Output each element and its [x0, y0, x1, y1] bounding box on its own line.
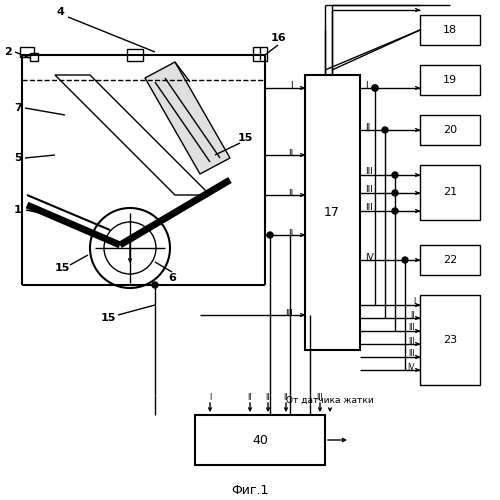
Text: 20: 20 [443, 125, 457, 135]
Text: I: I [365, 80, 368, 90]
Text: III: III [285, 308, 293, 318]
Text: 2: 2 [4, 47, 12, 57]
Text: 17: 17 [324, 206, 340, 218]
Text: 22: 22 [443, 255, 457, 265]
Text: 21: 21 [443, 187, 457, 197]
Text: IV: IV [408, 362, 415, 372]
Text: II: II [288, 148, 293, 158]
Bar [195, 415, 325, 465]
Text: 4: 4 [56, 7, 64, 17]
Text: 16: 16 [270, 33, 286, 43]
Text: Фиг.1: Фиг.1 [232, 484, 268, 496]
Text: II: II [288, 228, 293, 237]
Text: 15: 15 [238, 133, 252, 143]
Text: От датчика жатки: От датчика жатки [286, 396, 374, 404]
Circle shape [267, 232, 273, 238]
Bar [420, 65, 480, 95]
Text: 40: 40 [252, 434, 268, 446]
Text: II: II [288, 188, 293, 198]
Text: 15: 15 [54, 263, 70, 273]
Text: III: III [408, 350, 415, 358]
Text: 1: 1 [14, 205, 22, 215]
Circle shape [382, 127, 388, 133]
Bar [20, 47, 34, 57]
Bar [420, 245, 480, 275]
Bar [420, 165, 480, 220]
Circle shape [152, 282, 158, 288]
Circle shape [372, 85, 378, 91]
Polygon shape [55, 75, 210, 195]
Text: III: III [365, 186, 373, 194]
Text: 6: 6 [168, 273, 176, 283]
Text: IV: IV [365, 252, 374, 262]
Circle shape [372, 85, 378, 91]
Text: II: II [284, 392, 288, 402]
Text: 19: 19 [443, 75, 457, 85]
Text: I: I [290, 82, 293, 90]
Text: 7: 7 [14, 103, 22, 113]
Bar [305, 75, 360, 350]
Bar [420, 115, 480, 145]
Text: II: II [248, 392, 252, 402]
Circle shape [402, 257, 408, 263]
Circle shape [392, 208, 398, 214]
Text: III: III [365, 168, 373, 176]
Text: 5: 5 [14, 153, 22, 163]
Text: III: III [408, 336, 415, 345]
Circle shape [392, 172, 398, 178]
Text: II: II [365, 122, 370, 132]
Text: I: I [413, 298, 415, 306]
Bar [420, 295, 480, 385]
Text: 23: 23 [443, 335, 457, 345]
Text: II: II [410, 310, 415, 320]
Text: I: I [209, 392, 211, 402]
Bar [420, 15, 480, 45]
Bar [127, 49, 143, 61]
Text: III: III [408, 324, 415, 332]
Text: II: II [266, 392, 270, 402]
Text: III: III [316, 392, 324, 402]
Text: 15: 15 [100, 313, 116, 323]
Text: 18: 18 [443, 25, 457, 35]
Bar [253, 47, 267, 61]
Text: III: III [365, 204, 373, 212]
Circle shape [392, 190, 398, 196]
Bar [30, 53, 38, 61]
Polygon shape [145, 62, 230, 174]
